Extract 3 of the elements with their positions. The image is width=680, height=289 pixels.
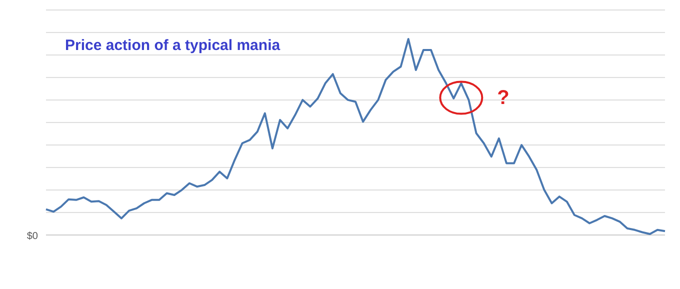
- text: $0: [26, 231, 38, 242]
- annotation: ?: [497, 86, 510, 109]
- chart-title: Price action of a typical mania: [65, 37, 281, 54]
